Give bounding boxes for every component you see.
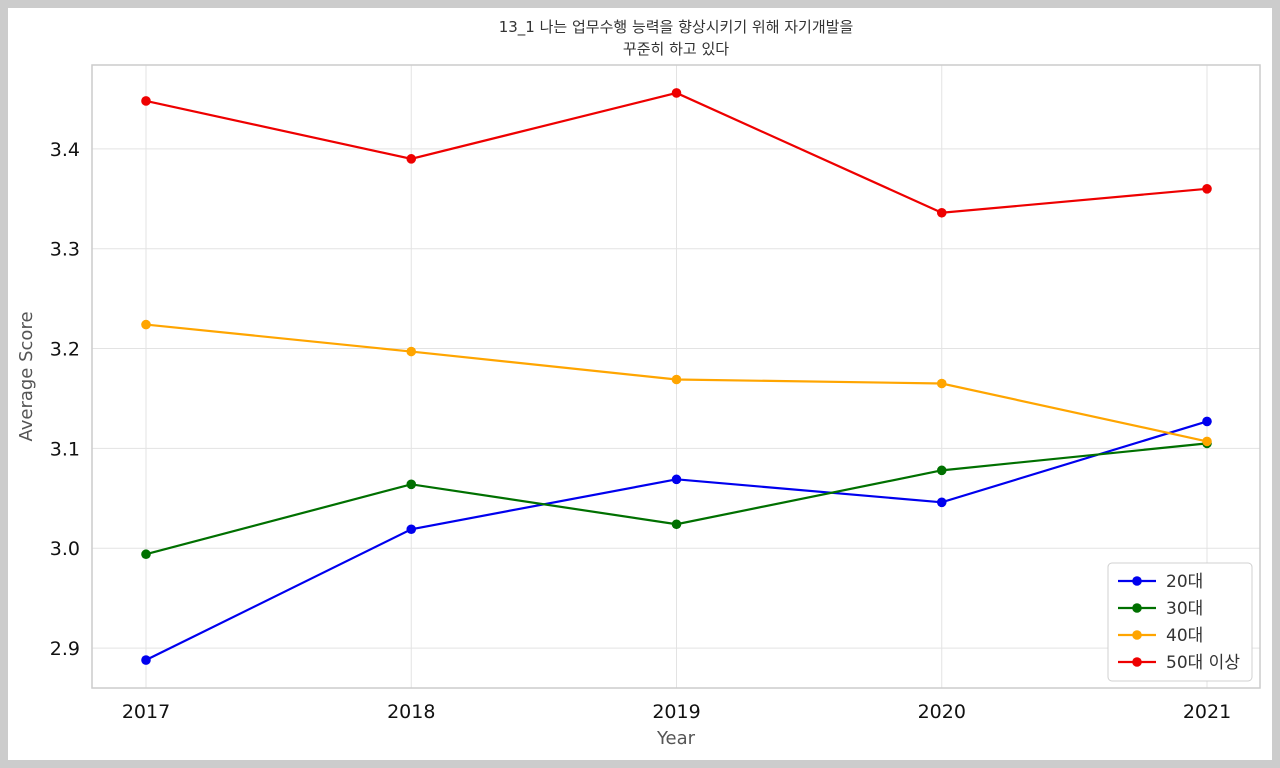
- legend: 20대 30대 40대 50대 이상: [1107, 562, 1253, 682]
- y-axis-ticks: 2.9 3.0 3.1 3.2 3.3 3.4: [50, 139, 80, 660]
- data-point: [1202, 184, 1212, 194]
- x-axis-label: Year: [656, 728, 696, 749]
- series-1: [141, 416, 1212, 665]
- x-tick-label: 2021: [1183, 701, 1231, 723]
- legend-marker: [1132, 657, 1142, 667]
- chart-frame: 2.9 3.0 3.1 3.2 3.3 3.4 2017 2018 2019 2020 2021 …: [8, 8, 1272, 760]
- data-point: [1202, 416, 1212, 427]
- plot-area: [91, 64, 1261, 689]
- data-point: [406, 154, 417, 164]
- data-point: [671, 519, 682, 530]
- x-tick-label: 2018: [387, 701, 435, 723]
- data-point: [671, 374, 682, 385]
- x-axis-ticks: 2017 2018 2019 2020 2021: [122, 701, 1231, 723]
- y-tick-label: 2.9: [50, 638, 80, 660]
- y-axis-label: Average Score: [16, 311, 37, 441]
- legend-label: 30대: [1166, 599, 1203, 619]
- chart-title-line-2: 꾸준히 하고 있다: [623, 40, 729, 58]
- legend-item: 30대: [1118, 599, 1203, 619]
- grid-lines: [92, 65, 1260, 688]
- y-tick-label: 3.0: [50, 538, 80, 560]
- y-tick-label: 3.2: [50, 339, 80, 361]
- y-tick-label: 3.3: [50, 239, 80, 261]
- series-3: [141, 319, 1212, 447]
- data-point: [406, 479, 417, 490]
- data-point: [1202, 436, 1212, 447]
- data-point: [141, 96, 151, 106]
- legend-box: [1107, 562, 1253, 682]
- legend-item: 20대: [1118, 572, 1203, 592]
- legend-item: 50대 이상: [1118, 653, 1240, 673]
- data-point: [406, 346, 417, 357]
- data-point: [936, 378, 947, 389]
- legend-label: 20대: [1166, 572, 1203, 592]
- legend-marker: [1132, 630, 1142, 640]
- data-point: [936, 207, 947, 218]
- data-point: [406, 524, 417, 535]
- line-chart: 2.93.03.13.23.33.4 2017 2018 2019 2020 2021 …: [16, 18, 1261, 749]
- y-tick-label: 3.4: [50, 139, 80, 161]
- data-point: [671, 474, 682, 485]
- legend-label: 50대 이상: [1166, 653, 1240, 673]
- data-point: [936, 497, 947, 508]
- data-point: [141, 549, 151, 560]
- series-layer: [141, 88, 1212, 665]
- data-point: [936, 465, 947, 476]
- data-point: [141, 319, 151, 330]
- legend-marker: [1132, 576, 1142, 586]
- x-tick-label: 2017: [122, 701, 170, 723]
- data-point: [141, 655, 151, 665]
- legend-label: 40대: [1166, 626, 1203, 646]
- chart-title-line-1: 13_1 나는 업무수행 능력을 향상시키기 위해 자기개발을: [499, 18, 854, 37]
- series-4: [141, 88, 1212, 218]
- legend-item: 40대: [1118, 626, 1203, 646]
- data-point: [671, 88, 682, 98]
- x-tick-label: 2019: [652, 701, 700, 723]
- legend-marker: [1132, 603, 1142, 613]
- y-tick-label: 3.1: [50, 438, 80, 460]
- x-tick-label: 2020: [918, 701, 966, 723]
